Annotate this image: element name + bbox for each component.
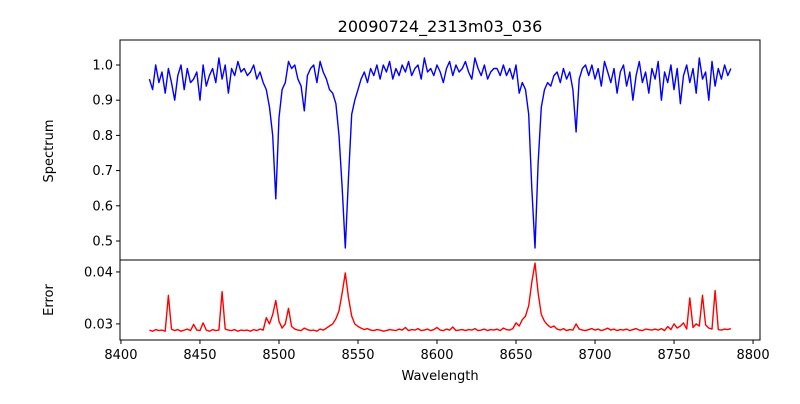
- xtick-label: 8450: [183, 348, 216, 363]
- xtick-label: 8550: [341, 348, 374, 363]
- xtick-label: 8600: [420, 348, 453, 363]
- error-axes-frame: [119, 259, 761, 341]
- error-line: [149, 262, 732, 332]
- xtick-label: 8400: [104, 348, 137, 363]
- spectrum-ytick-label: 0.7: [92, 164, 113, 179]
- spectrum-ytick-label: 0.5: [92, 234, 113, 249]
- xtick-label: 8750: [657, 348, 690, 363]
- chart-title: 20090724_2313m03_036: [338, 17, 543, 37]
- xtick-label: 8650: [499, 348, 532, 363]
- spectrum-line: [148, 57, 732, 249]
- xtick-label: 8700: [578, 348, 611, 363]
- x-axis-label: Wavelength: [401, 369, 478, 384]
- spectrum-ytick-label: 0.9: [92, 94, 113, 109]
- spectrum-ytick-label: 0.6: [92, 199, 113, 214]
- error-ytick-label: 0.04: [84, 265, 113, 280]
- spectrum-ytick-label: 1.0: [92, 58, 113, 73]
- xtick-label: 8800: [737, 348, 770, 363]
- xtick-label: 8500: [262, 348, 295, 363]
- error-panel: 0.03 0.04 8400 8450 8500 8550 8600 8650 8700 8750…: [84, 259, 770, 363]
- spectrum-ytick-label: 0.8: [92, 129, 113, 144]
- error-ytick-label: 0.03: [84, 317, 113, 332]
- spectrum-y-label: Spectrum: [42, 120, 57, 183]
- spectrum-panel: 0.5 0.6 0.7 0.8 0.9 1.0: [92, 39, 761, 261]
- error-y-label: Error: [42, 284, 57, 316]
